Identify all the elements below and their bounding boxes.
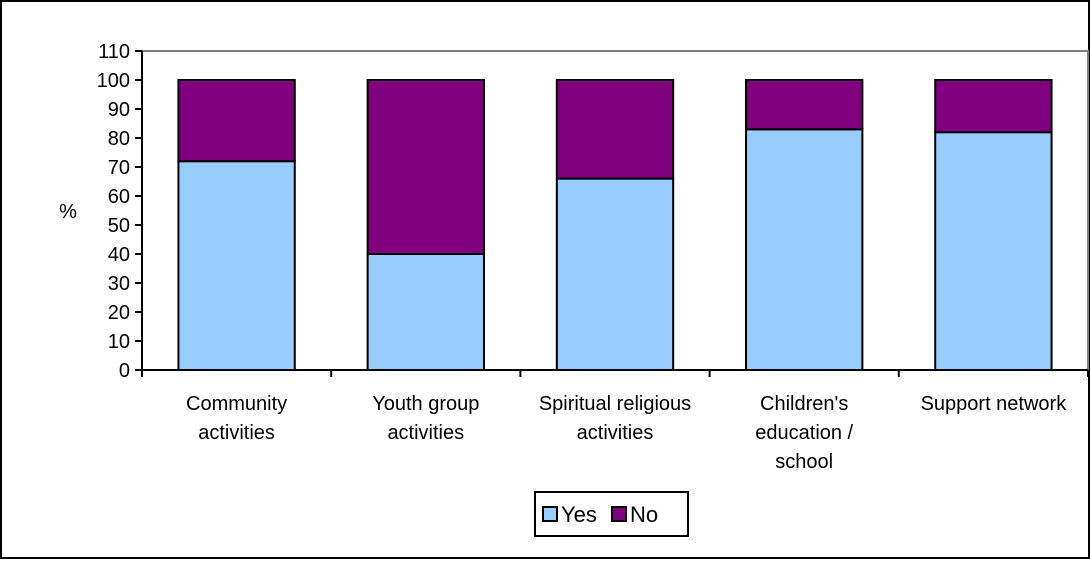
x-tick-label: Community activities: [186, 393, 287, 444]
bar-yes: [745, 128, 864, 371]
bar-yes: [366, 253, 485, 371]
y-tick-label: 40: [108, 244, 130, 266]
y-tick-label: 110: [98, 41, 130, 63]
x-tick-label: Spiritual religious activities: [539, 393, 691, 444]
bar-no: [177, 79, 296, 163]
legend: Yes No: [534, 491, 689, 537]
y-tick-label: 100: [97, 70, 130, 92]
x-axis: Community activities Youth group activities…: [141, 369, 1089, 473]
bar-no: [366, 79, 485, 255]
y-tick-label: 60: [108, 186, 130, 208]
x-tick-label: Youth group activities: [372, 393, 479, 444]
bar-yes: [177, 160, 296, 371]
bars-group: [177, 79, 1053, 371]
y-tick-label: 80: [108, 128, 130, 150]
x-tick-label: Children's education / school: [755, 393, 853, 473]
y-tick-label: 50: [108, 215, 130, 237]
legend-swatch-no: [611, 506, 627, 522]
y-tick-label: 30: [108, 273, 130, 295]
y-tick-label: 70: [108, 157, 130, 179]
legend-label-no: No: [630, 502, 658, 527]
bar-no: [555, 79, 675, 180]
legend-label-yes: Yes: [561, 502, 597, 527]
bar-yes: [555, 177, 675, 371]
y-tick-label: 20: [108, 302, 130, 324]
bar-yes: [934, 131, 1053, 371]
bar-no: [745, 79, 864, 131]
y-axis-label: %: [59, 201, 77, 223]
legend-swatch-yes: [542, 506, 558, 522]
y-tick-label: 10: [108, 331, 130, 353]
y-tick-label: 0: [119, 360, 130, 382]
y-tick-label: 90: [108, 99, 130, 121]
bar-no: [934, 79, 1053, 134]
x-tick-label: Support network: [921, 393, 1068, 415]
y-axis: 0 10 20 30 40 50 60 70 80 90 100 110: [97, 41, 143, 382]
